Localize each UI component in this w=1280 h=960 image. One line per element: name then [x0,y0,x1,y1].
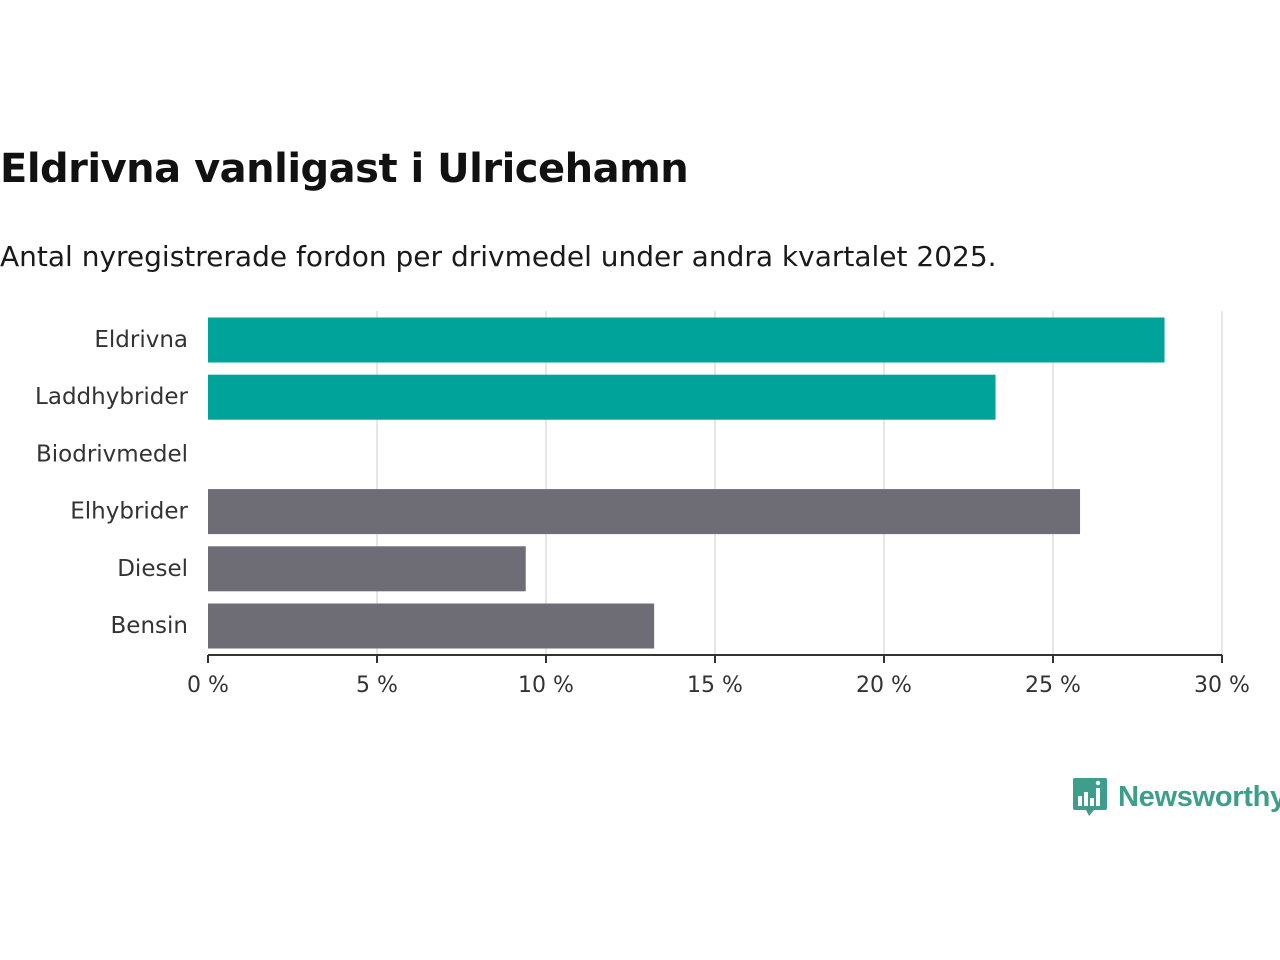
newsworthy-logo-icon [1073,778,1107,816]
category-label: Diesel [117,556,188,582]
category-label: Eldrivna [94,327,188,353]
category-label: Biodrivmedel [36,441,188,467]
x-tick-label: 15 % [687,673,743,698]
bar-chart: Eldrivna Laddhybrider Biodrivmedel Elhybrid… [35,311,1250,698]
x-tick-label: 20 % [856,673,912,698]
category-labels: Eldrivna Laddhybrider Biodrivmedel Elhybrid… [35,327,188,639]
bar-diesel [208,546,526,592]
bar-laddhybrider [208,374,996,420]
bar-bensin [208,603,655,649]
grid-lines [376,311,1223,655]
bar-elhybrider [208,489,1081,535]
x-tick-label: 5 % [356,673,398,698]
newsworthy-logo: Newsworthy [1072,776,1280,818]
x-tick-label: 25 % [1025,673,1081,698]
x-tick-label: 10 % [518,673,574,698]
category-label: Elhybrider [70,499,188,525]
bar-eldrivna [208,317,1165,363]
chart-subtitle: Antal nyregistrerade fordon per drivmede… [0,240,997,273]
x-tick-label: 0 % [187,673,229,698]
x-axis: 0 % 5 % 10 % 15 % 20 % 25 % 30 % [187,654,1250,698]
x-tick-label: 30 % [1194,673,1250,698]
bars [208,317,1165,649]
category-label: Laddhybrider [35,384,188,410]
category-label: Bensin [111,613,188,639]
brand-name: Newsworthy [1118,780,1280,813]
chart-title: Eldrivna vanligast i Ulricehamn [0,146,689,192]
